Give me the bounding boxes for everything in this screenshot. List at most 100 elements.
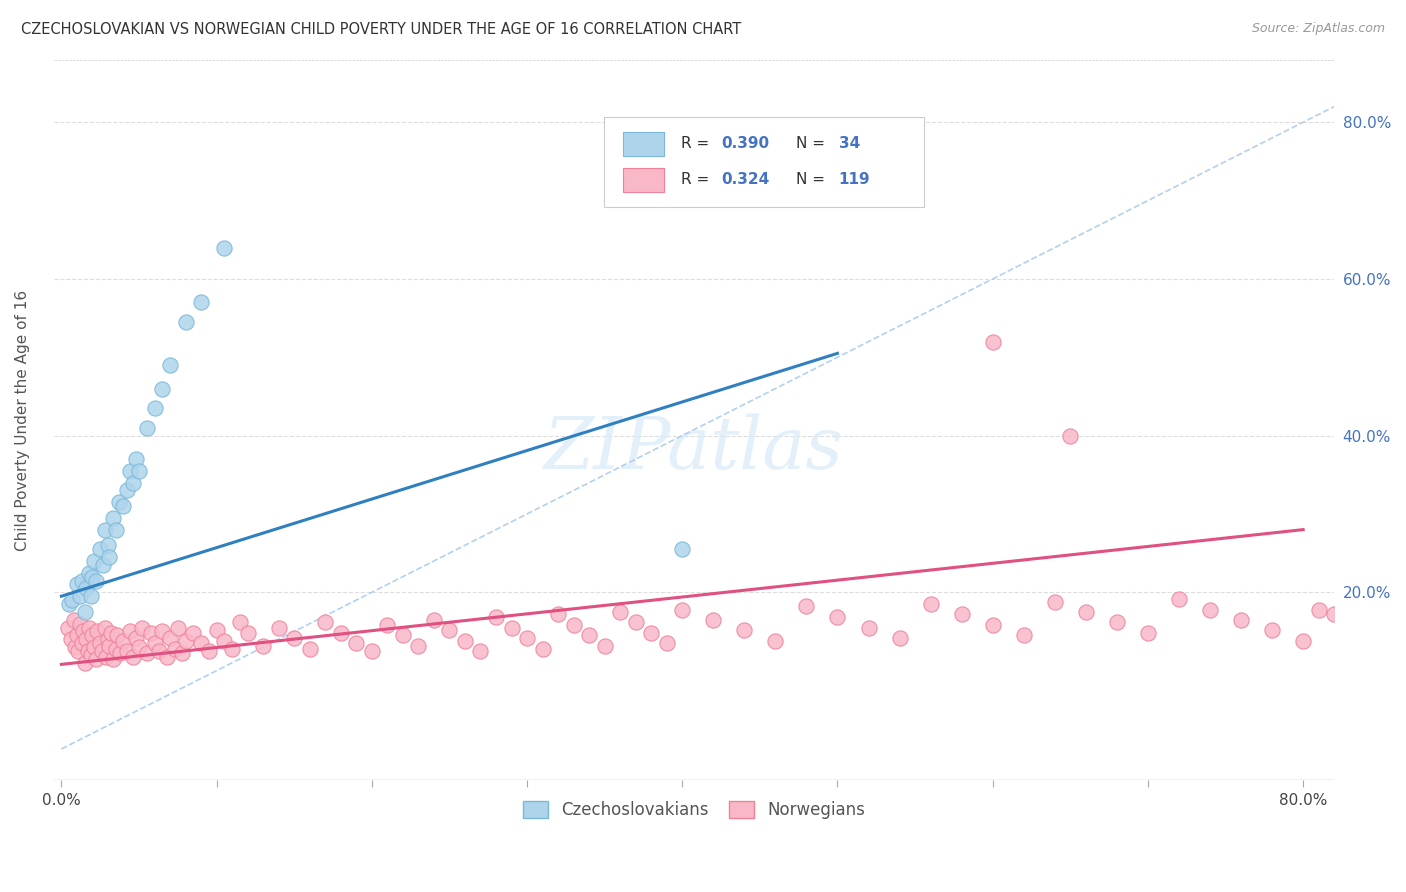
Text: 0.390: 0.390 xyxy=(721,136,769,152)
Point xyxy=(115,644,138,658)
Point xyxy=(1012,628,1035,642)
Point xyxy=(98,639,121,653)
Point xyxy=(101,511,124,525)
Point xyxy=(1308,602,1330,616)
Point xyxy=(1339,621,1361,635)
Point xyxy=(252,639,274,653)
Point xyxy=(547,607,569,622)
Point xyxy=(190,636,212,650)
Point xyxy=(624,615,647,629)
Point xyxy=(408,639,430,653)
Point xyxy=(1136,626,1159,640)
Point xyxy=(70,636,93,650)
Point xyxy=(640,626,662,640)
Point xyxy=(1059,428,1081,442)
Point xyxy=(159,358,181,372)
Point xyxy=(148,644,170,658)
Point xyxy=(485,610,508,624)
Point xyxy=(1323,607,1346,622)
Point xyxy=(174,315,197,329)
Point xyxy=(981,334,1004,349)
Point xyxy=(702,613,724,627)
Point xyxy=(920,597,942,611)
Point xyxy=(748,182,770,196)
Point xyxy=(86,624,108,639)
Point xyxy=(90,644,112,658)
Point xyxy=(655,636,678,650)
Point xyxy=(283,631,305,645)
Point xyxy=(100,626,122,640)
Point xyxy=(454,633,477,648)
Point xyxy=(89,636,111,650)
Point xyxy=(578,628,600,642)
Point xyxy=(75,632,97,647)
Point xyxy=(344,636,367,650)
Point xyxy=(858,621,880,635)
Point xyxy=(97,538,120,552)
Point xyxy=(214,241,236,255)
Point xyxy=(135,647,157,661)
Point xyxy=(115,483,138,498)
Point xyxy=(150,624,173,639)
Point xyxy=(950,607,973,622)
Point xyxy=(107,495,129,509)
Point xyxy=(143,401,166,416)
Point xyxy=(298,641,321,656)
Text: 119: 119 xyxy=(838,172,870,187)
Text: N =: N = xyxy=(796,136,830,152)
Text: R =: R = xyxy=(681,136,714,152)
Point xyxy=(1168,591,1191,606)
Point xyxy=(143,636,166,650)
Point xyxy=(101,652,124,666)
Point xyxy=(156,649,179,664)
Point xyxy=(66,628,89,642)
Point xyxy=(198,644,221,658)
Point xyxy=(69,616,91,631)
Point xyxy=(104,641,127,656)
Point xyxy=(128,464,150,478)
Point xyxy=(229,615,252,629)
Point xyxy=(121,649,143,664)
Point xyxy=(141,626,163,640)
Point xyxy=(73,605,96,619)
Point xyxy=(267,621,290,635)
Point xyxy=(118,464,141,478)
Point xyxy=(104,523,127,537)
Y-axis label: Child Poverty Under the Age of 16: Child Poverty Under the Age of 16 xyxy=(15,289,30,550)
Point xyxy=(79,566,101,580)
Point xyxy=(73,656,96,670)
Point xyxy=(1354,613,1376,627)
Point xyxy=(112,499,135,513)
Point xyxy=(94,621,117,635)
Point xyxy=(69,589,91,603)
Point xyxy=(159,631,181,645)
Point xyxy=(671,542,693,557)
Point xyxy=(94,523,117,537)
Point xyxy=(392,628,415,642)
Point xyxy=(125,452,148,467)
Point xyxy=(236,626,259,640)
Point xyxy=(83,640,105,654)
Point xyxy=(128,640,150,654)
FancyBboxPatch shape xyxy=(623,168,665,192)
Point xyxy=(214,633,236,648)
Point xyxy=(105,628,128,642)
Legend: Czechoslovakians, Norwegians: Czechoslovakians, Norwegians xyxy=(516,795,872,826)
Point xyxy=(375,618,398,632)
Point xyxy=(96,649,118,664)
Point xyxy=(56,621,79,635)
Point xyxy=(981,618,1004,632)
Point xyxy=(70,574,93,588)
Point xyxy=(163,641,186,656)
Point xyxy=(174,633,197,648)
Point xyxy=(79,621,101,635)
Point xyxy=(60,593,83,607)
Point xyxy=(82,628,104,642)
Point xyxy=(181,626,204,640)
Point xyxy=(796,599,818,614)
Point xyxy=(172,647,194,661)
Point xyxy=(59,632,82,647)
Point xyxy=(112,633,135,648)
Point xyxy=(67,644,90,658)
Point xyxy=(84,652,107,666)
